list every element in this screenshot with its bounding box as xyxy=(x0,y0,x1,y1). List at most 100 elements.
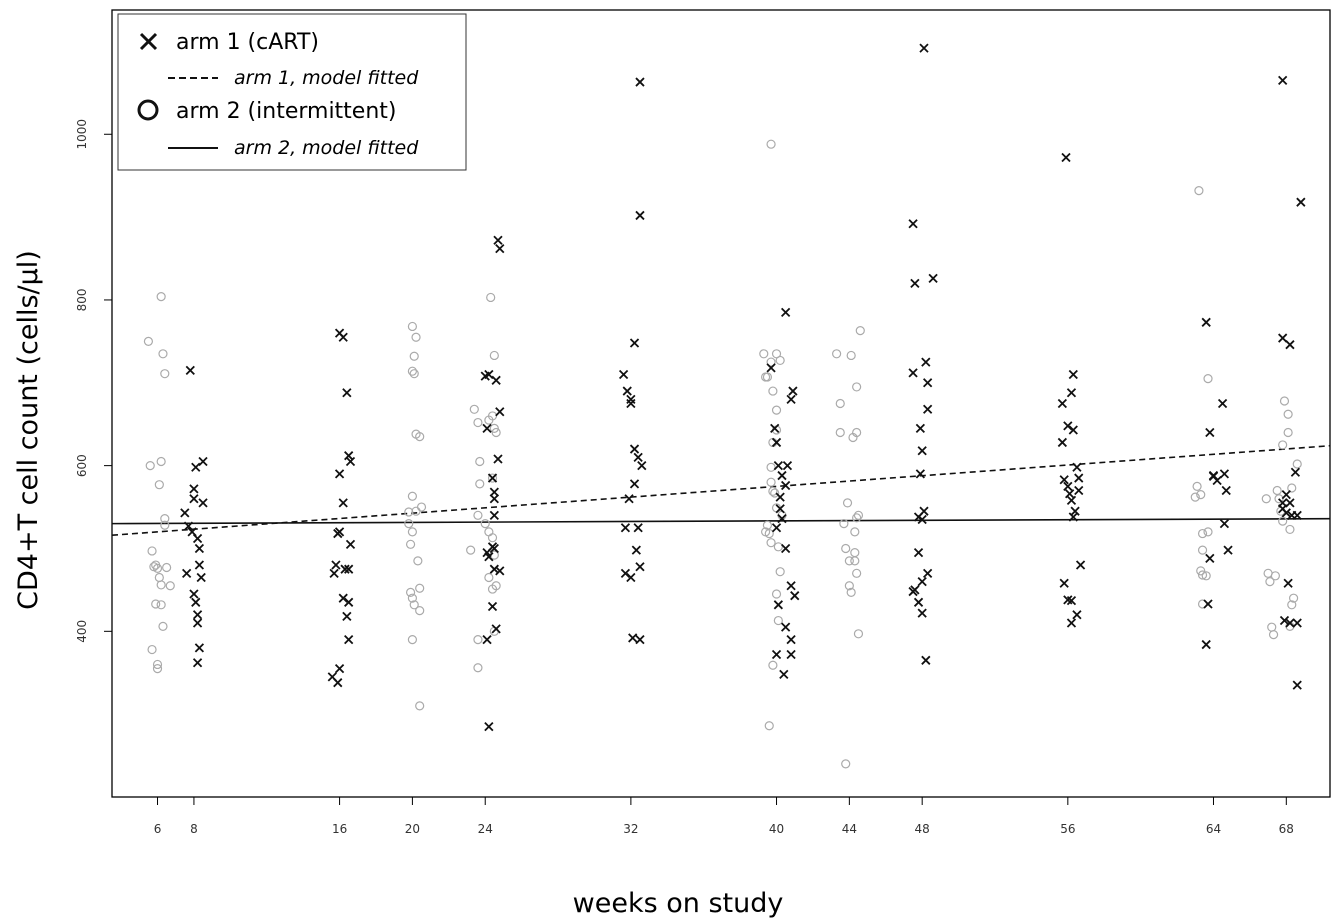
point-arm1 xyxy=(1201,317,1211,327)
point-arm2 xyxy=(775,567,785,577)
point-arm1 xyxy=(484,721,494,732)
point-arm1 xyxy=(338,593,348,603)
point-arm2 xyxy=(1287,483,1297,493)
point-arm1 xyxy=(766,363,776,373)
point-arm2 xyxy=(486,292,496,303)
point-arm1-stroke xyxy=(771,523,782,533)
point-arm1 xyxy=(1292,510,1302,520)
point-arm1 xyxy=(344,451,354,461)
point-arm1-stroke xyxy=(331,560,341,570)
point-arm2 xyxy=(844,581,854,591)
point-arm1 xyxy=(1217,398,1228,409)
point-arm1-stroke xyxy=(487,601,498,612)
point-arm1 xyxy=(629,444,640,454)
point-arm1 xyxy=(777,514,787,524)
legend-x-icon xyxy=(139,32,158,51)
point-arm2 xyxy=(405,587,416,597)
point-arm1 xyxy=(484,369,494,380)
point-arm2 xyxy=(1265,577,1275,587)
point-arm2 xyxy=(1288,593,1299,603)
point-arm2 xyxy=(473,510,483,520)
y-tick-label: 1000 xyxy=(75,119,89,150)
point-arm1 xyxy=(1285,498,1295,508)
point-arm1-stroke xyxy=(487,473,498,483)
point-arm1 xyxy=(788,386,798,396)
fitted-line-arm1 xyxy=(111,444,1331,537)
point-arm1 xyxy=(1070,506,1080,516)
point-arm1 xyxy=(771,437,782,448)
point-arm2 xyxy=(773,615,783,626)
point-arm2 xyxy=(160,514,170,524)
point-arm1-stroke xyxy=(908,586,918,597)
x-tick-label: 68 xyxy=(1279,822,1294,836)
point-arm1-stroke xyxy=(1290,467,1301,477)
point-arm2 xyxy=(852,382,862,392)
point-arm1-stroke xyxy=(191,597,201,607)
point-arm1-stroke xyxy=(340,564,350,574)
point-arm1-stroke xyxy=(1203,599,1213,609)
point-arm2 xyxy=(841,759,851,769)
point-arm1 xyxy=(491,375,501,385)
point-arm1-stroke xyxy=(344,564,354,574)
point-arm2 xyxy=(846,350,856,361)
point-arm1 xyxy=(1074,473,1084,483)
point-arm2 xyxy=(766,139,776,149)
point-arm1-stroke xyxy=(923,404,933,414)
point-arm1-stroke xyxy=(194,543,205,554)
axes xyxy=(104,9,1331,805)
point-arm1 xyxy=(198,456,208,467)
x-tick-label: 44 xyxy=(842,822,857,836)
point-arm1-stroke xyxy=(1068,425,1078,435)
point-arm2 xyxy=(491,581,501,591)
point-arm1-stroke xyxy=(1072,610,1082,620)
point-arm1-stroke xyxy=(1292,618,1302,628)
point-arm1-stroke xyxy=(1066,388,1077,398)
point-arm1 xyxy=(331,560,341,570)
point-arm1 xyxy=(334,469,345,479)
point-arm1-stroke xyxy=(1219,518,1230,529)
point-arm2 xyxy=(162,562,172,573)
point-arm2 xyxy=(1194,185,1204,196)
point-arm1 xyxy=(631,545,641,555)
point-arm1 xyxy=(345,539,356,549)
point-arm1 xyxy=(780,622,791,632)
point-arm2 xyxy=(160,369,170,379)
point-arm1-stroke xyxy=(908,368,918,378)
point-arm1-stroke xyxy=(1281,508,1291,518)
point-arm1 xyxy=(1063,421,1073,431)
point-arm1-stroke xyxy=(493,235,503,245)
point-arm2 xyxy=(154,572,164,583)
point-arm1 xyxy=(189,494,199,504)
point-arm1 xyxy=(782,460,793,471)
point-arm1 xyxy=(635,634,645,645)
point-arm1 xyxy=(1221,485,1231,496)
point-arm1 xyxy=(908,368,918,378)
point-arm1-stroke xyxy=(790,591,800,601)
point-arm1-stroke xyxy=(628,633,638,643)
point-arm1 xyxy=(1065,489,1075,499)
point-arm1 xyxy=(773,460,783,471)
point-arm1 xyxy=(487,542,498,552)
point-arm2 xyxy=(473,634,483,645)
point-arm1 xyxy=(491,624,501,634)
point-arm2 xyxy=(484,572,494,583)
point-arm2 xyxy=(145,461,155,471)
point-arm1-stroke xyxy=(342,611,352,622)
point-arm1 xyxy=(192,658,203,668)
point-arm1 xyxy=(1059,578,1069,588)
point-arm1 xyxy=(493,454,503,464)
point-arm1-stroke xyxy=(344,597,354,607)
point-arm1 xyxy=(344,597,354,607)
point-arm1-stroke xyxy=(915,469,925,479)
point-arm1-stroke xyxy=(773,600,783,610)
point-arm1-stroke xyxy=(1063,595,1073,605)
point-arm1 xyxy=(775,492,785,502)
point-arm1-stroke xyxy=(1072,462,1082,472)
point-arm2 xyxy=(846,587,856,597)
point-arm2 xyxy=(770,488,780,498)
point-arm2 xyxy=(1283,427,1293,438)
point-arm2 xyxy=(147,546,157,556)
point-arm1 xyxy=(635,562,645,572)
point-arm1 xyxy=(633,523,643,533)
point-arm2 xyxy=(415,701,425,711)
